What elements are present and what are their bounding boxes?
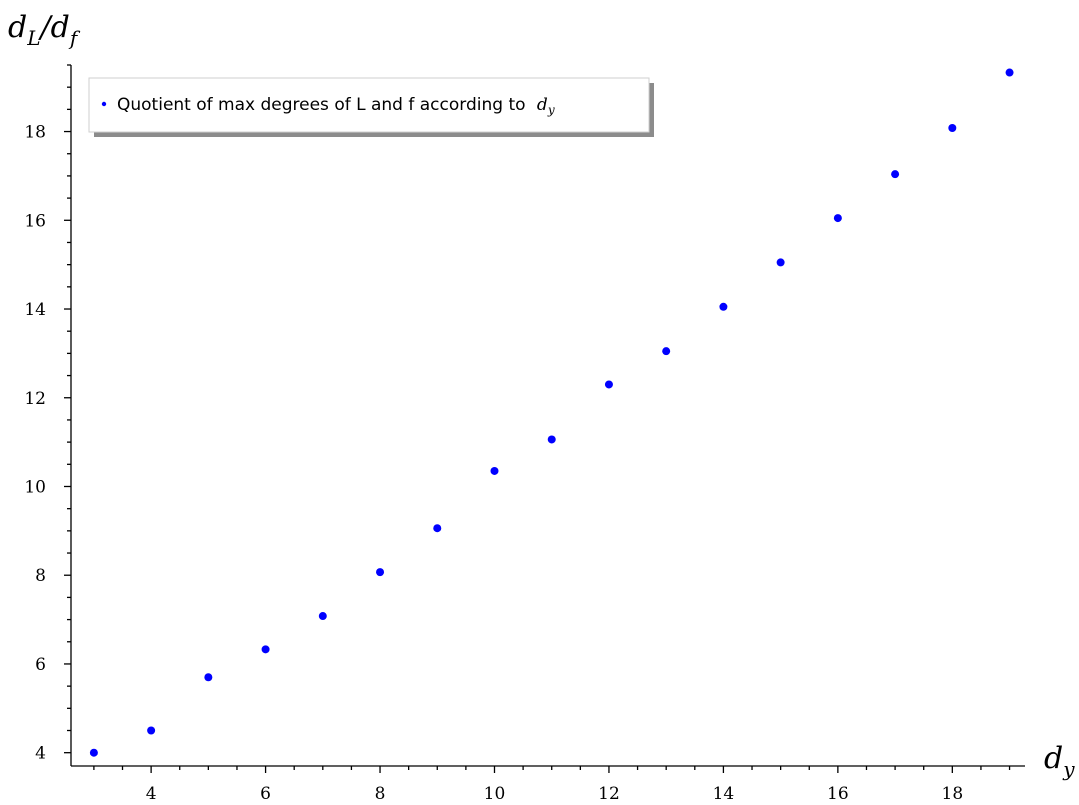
- y-axis-title-part: d: [8, 10, 27, 45]
- y-axis-title-part: d: [51, 10, 70, 45]
- data-point: [776, 258, 785, 267]
- data-point: [490, 466, 499, 475]
- x-tick-label: 4: [146, 784, 157, 804]
- data-point: [948, 124, 957, 133]
- data-point: [204, 673, 213, 682]
- y-axis-title-sub: L: [26, 26, 40, 50]
- legend: Quotient of max degrees of L and f accor…: [88, 77, 654, 137]
- data-points: [89, 68, 1014, 757]
- y-tick-label: 6: [35, 655, 46, 675]
- x-axis-title-sub: y: [1062, 757, 1075, 781]
- y-tick-label: 4: [35, 744, 46, 764]
- data-point: [147, 726, 156, 735]
- legend-marker: [101, 101, 107, 107]
- data-point: [833, 214, 842, 223]
- x-tick-label: 16: [827, 784, 849, 804]
- y-axis-title-sub: f: [68, 26, 81, 50]
- y-axis-title-text: dL/df: [8, 10, 81, 50]
- legend-label-text: Quotient of max degrees of L and f accor…: [117, 95, 526, 115]
- x-tick-label: 10: [484, 784, 506, 804]
- x-axis-title: dy: [1044, 741, 1075, 781]
- data-point: [433, 524, 442, 533]
- y-axis-title-slash: /: [38, 10, 54, 45]
- x-tick-label: 14: [713, 784, 735, 804]
- x-tick-label: 8: [375, 784, 386, 804]
- x-axis-title-text: dy: [1044, 741, 1075, 781]
- legend-box: [88, 77, 650, 133]
- data-point: [547, 435, 556, 444]
- y-tick-label: 14: [24, 300, 46, 320]
- data-point: [376, 568, 385, 577]
- data-point: [662, 347, 671, 356]
- data-point: [604, 380, 613, 389]
- y-tick-label: 8: [35, 566, 46, 586]
- y-axis-title: dL/df: [8, 10, 81, 50]
- x-tick-label: 6: [260, 784, 271, 804]
- y-tick-label: 16: [24, 211, 46, 231]
- data-point: [719, 302, 728, 311]
- y-tick-label: 12: [24, 389, 46, 409]
- data-point: [891, 170, 900, 179]
- x-axis-title-main: d: [1044, 741, 1063, 776]
- data-point: [89, 748, 98, 757]
- y-tick-label: 10: [24, 477, 46, 497]
- axis-ticks: 4 6 8 10 12 14 16 18 4 6 8 10 12 14 16 18: [24, 64, 1011, 804]
- data-point: [318, 612, 327, 621]
- data-point: [261, 645, 270, 654]
- legend-label-math: d: [537, 95, 548, 115]
- y-tick-label: 18: [24, 123, 46, 143]
- data-point: [1005, 68, 1014, 77]
- legend-label: Quotient of max degrees of L and f accor…: [117, 95, 555, 117]
- x-tick-label: 18: [942, 784, 964, 804]
- x-tick-label: 12: [598, 784, 620, 804]
- legend-label-math-sub: y: [547, 103, 555, 117]
